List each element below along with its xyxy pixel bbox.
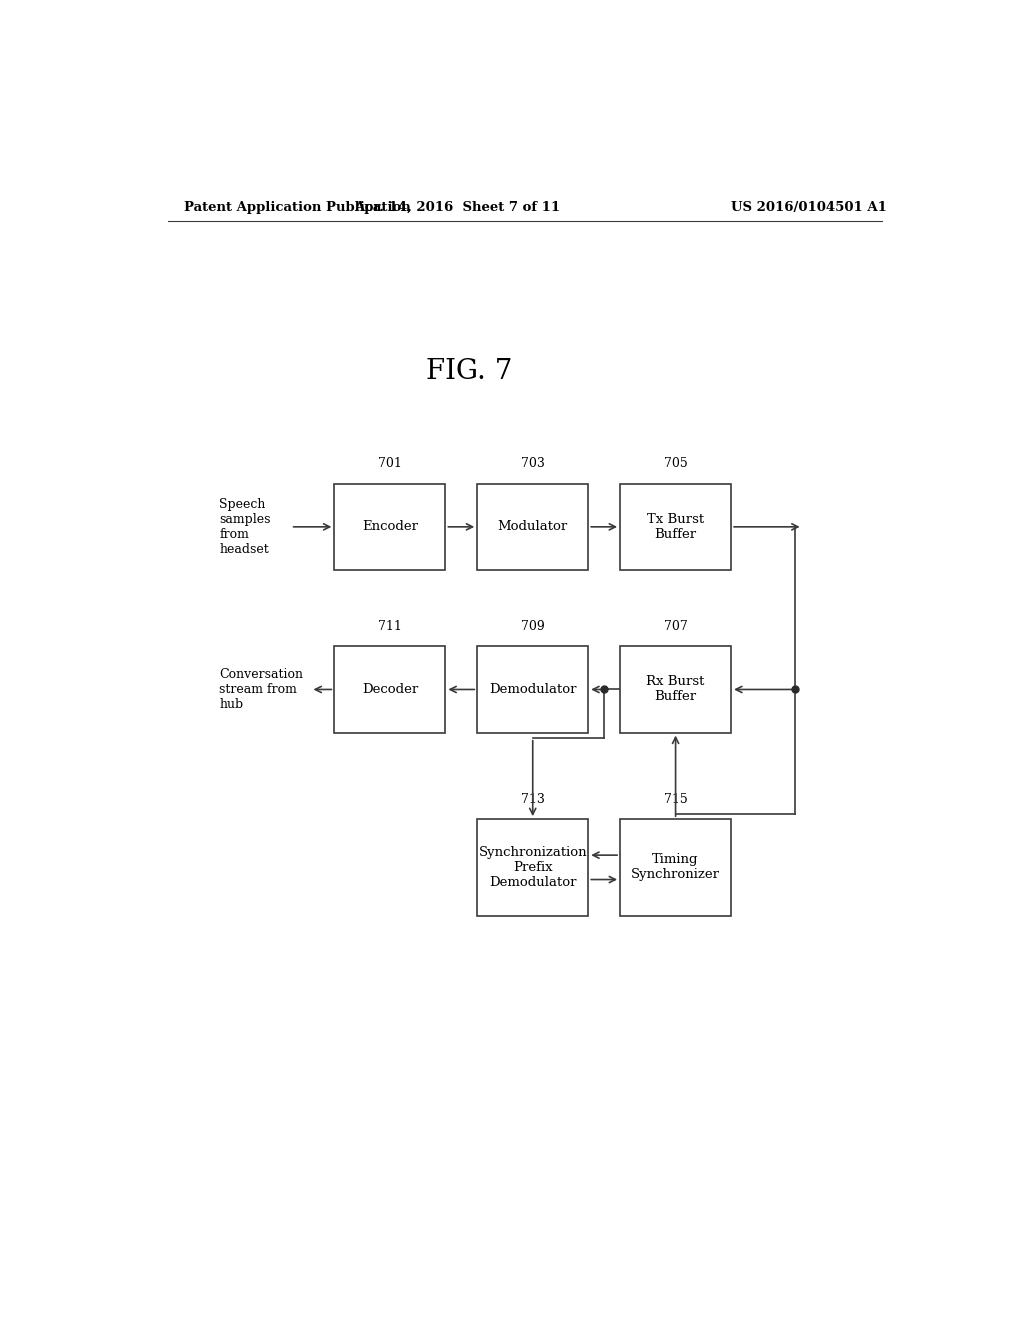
Text: Rx Burst
Buffer: Rx Burst Buffer [646, 676, 705, 704]
Bar [334, 483, 445, 570]
Text: Synchronization
Prefix
Demodulator: Synchronization Prefix Demodulator [478, 846, 587, 888]
Text: Patent Application Publication: Patent Application Publication [183, 201, 411, 214]
Bar [477, 818, 589, 916]
Text: Timing
Synchronizer: Timing Synchronizer [631, 853, 720, 882]
Text: 707: 707 [664, 620, 687, 634]
Text: Apr. 14, 2016  Sheet 7 of 11: Apr. 14, 2016 Sheet 7 of 11 [354, 201, 560, 214]
Text: Demodulator: Demodulator [489, 682, 577, 696]
Bar [477, 483, 589, 570]
Bar [334, 647, 445, 733]
Bar [477, 647, 589, 733]
Bar [620, 647, 731, 733]
Text: 709: 709 [521, 620, 545, 634]
Text: 701: 701 [378, 458, 401, 470]
Text: Decoder: Decoder [361, 682, 418, 696]
Bar [620, 483, 731, 570]
Text: US 2016/0104501 A1: US 2016/0104501 A1 [731, 201, 887, 214]
Text: 703: 703 [521, 458, 545, 470]
Text: Conversation
stream from
hub: Conversation stream from hub [219, 668, 303, 711]
Text: 705: 705 [664, 458, 687, 470]
Text: 715: 715 [664, 793, 687, 805]
Text: Encoder: Encoder [361, 520, 418, 533]
Bar [620, 818, 731, 916]
Text: Speech
samples
from
headset: Speech samples from headset [219, 499, 270, 556]
Text: Modulator: Modulator [498, 520, 568, 533]
Text: 713: 713 [521, 793, 545, 805]
Text: Tx Burst
Buffer: Tx Burst Buffer [647, 513, 705, 541]
Text: FIG. 7: FIG. 7 [426, 358, 512, 385]
Text: 711: 711 [378, 620, 401, 634]
